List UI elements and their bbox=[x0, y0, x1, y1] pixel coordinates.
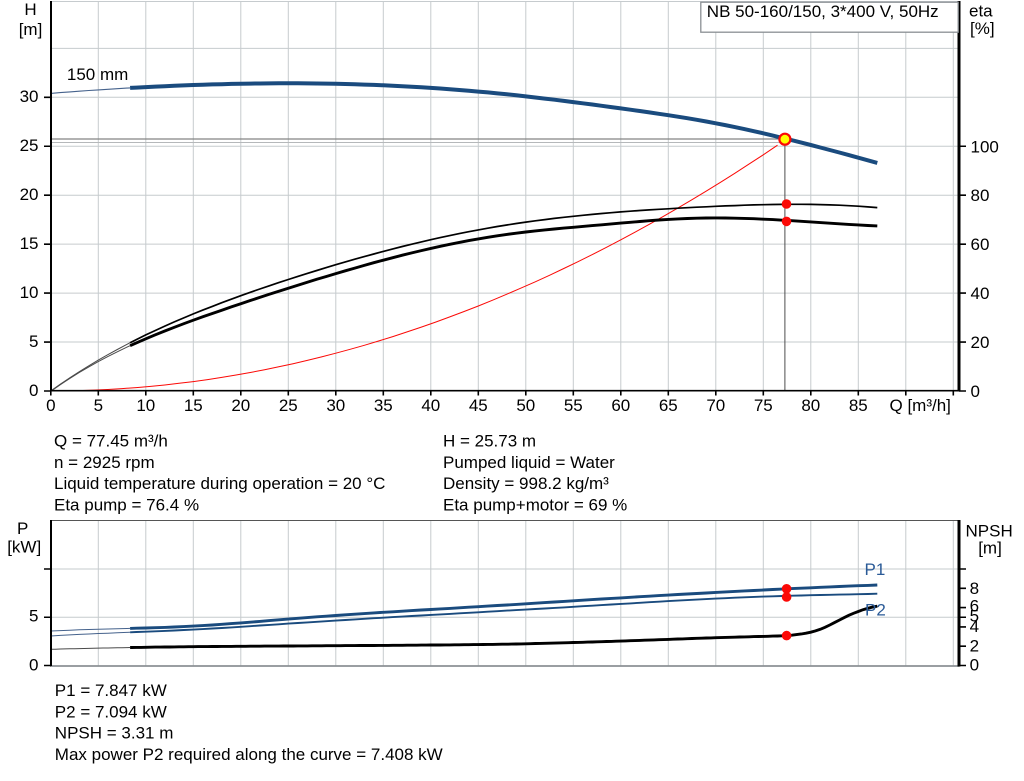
svg-text:5: 5 bbox=[29, 606, 38, 625]
svg-text:[m]: [m] bbox=[19, 20, 43, 39]
svg-text:P2 = 7.094 kW: P2 = 7.094 kW bbox=[55, 702, 167, 721]
svg-text:[%]: [%] bbox=[970, 19, 995, 38]
svg-text:[kW]: [kW] bbox=[7, 537, 41, 556]
svg-text:40: 40 bbox=[421, 396, 440, 415]
svg-text:35: 35 bbox=[374, 396, 393, 415]
svg-text:60: 60 bbox=[611, 396, 630, 415]
svg-text:75: 75 bbox=[754, 396, 773, 415]
svg-text:2: 2 bbox=[970, 636, 979, 655]
svg-text:NB 50-160/150, 3*400 V, 50Hz: NB 50-160/150, 3*400 V, 50Hz bbox=[707, 2, 939, 21]
svg-text:65: 65 bbox=[659, 396, 678, 415]
svg-text:30: 30 bbox=[20, 87, 39, 106]
svg-text:P: P bbox=[17, 519, 28, 538]
svg-text:60: 60 bbox=[971, 235, 990, 254]
svg-text:Eta pump+motor = 69 %: Eta pump+motor = 69 % bbox=[443, 496, 627, 515]
svg-text:NPSH = 3.31 m: NPSH = 3.31 m bbox=[55, 724, 174, 743]
svg-text:70: 70 bbox=[706, 396, 725, 415]
svg-text:0: 0 bbox=[29, 381, 38, 400]
svg-text:Pumped liquid = Water: Pumped liquid = Water bbox=[443, 453, 615, 472]
svg-text:H = 25.73 m: H = 25.73 m bbox=[443, 432, 536, 451]
svg-text:40: 40 bbox=[971, 284, 990, 303]
svg-text:80: 80 bbox=[801, 396, 820, 415]
svg-text:Density = 998.2 kg/m³: Density = 998.2 kg/m³ bbox=[443, 474, 609, 493]
svg-text:20: 20 bbox=[20, 185, 39, 204]
svg-text:H: H bbox=[24, 0, 36, 19]
svg-text:NPSH: NPSH bbox=[966, 522, 1013, 541]
svg-text:P2: P2 bbox=[865, 601, 886, 620]
svg-text:100: 100 bbox=[971, 137, 999, 156]
svg-text:5: 5 bbox=[970, 607, 979, 626]
svg-text:15: 15 bbox=[20, 234, 39, 253]
svg-text:150 mm: 150 mm bbox=[67, 65, 128, 84]
svg-text:P1 = 7.847 kW: P1 = 7.847 kW bbox=[55, 681, 167, 700]
svg-text:n = 2925 rpm: n = 2925 rpm bbox=[54, 453, 155, 472]
svg-text:0: 0 bbox=[970, 656, 979, 675]
svg-text:10: 10 bbox=[136, 396, 155, 415]
svg-text:0: 0 bbox=[971, 382, 980, 401]
svg-text:85: 85 bbox=[849, 396, 868, 415]
svg-text:[m]: [m] bbox=[978, 539, 1002, 558]
svg-text:4: 4 bbox=[970, 617, 979, 636]
svg-text:Q = 77.45 m³/h: Q = 77.45 m³/h bbox=[54, 432, 168, 451]
svg-text:10: 10 bbox=[20, 283, 39, 302]
svg-text:8: 8 bbox=[970, 579, 979, 598]
svg-text:55: 55 bbox=[564, 396, 583, 415]
svg-text:Max power P2 required along th: Max power P2 required along the curve = … bbox=[55, 745, 443, 764]
svg-text:Eta pump = 76.4 %: Eta pump = 76.4 % bbox=[54, 496, 199, 515]
svg-text:eta: eta bbox=[969, 2, 993, 21]
svg-text:Liquid temperature during oper: Liquid temperature during operation = 20… bbox=[54, 474, 385, 493]
svg-text:0: 0 bbox=[29, 656, 38, 675]
svg-text:6: 6 bbox=[970, 597, 979, 616]
svg-text:15: 15 bbox=[184, 396, 203, 415]
svg-text:5: 5 bbox=[29, 332, 38, 351]
svg-text:25: 25 bbox=[279, 396, 298, 415]
svg-text:30: 30 bbox=[326, 396, 345, 415]
svg-text:5: 5 bbox=[94, 396, 103, 415]
svg-text:P1: P1 bbox=[865, 560, 886, 579]
svg-text:0: 0 bbox=[46, 396, 55, 415]
svg-text:80: 80 bbox=[971, 186, 990, 205]
svg-text:25: 25 bbox=[20, 136, 39, 155]
svg-text:50: 50 bbox=[516, 396, 535, 415]
svg-text:20: 20 bbox=[231, 396, 250, 415]
svg-text:20: 20 bbox=[971, 333, 990, 352]
svg-text:45: 45 bbox=[469, 396, 488, 415]
svg-text:Q [m³/h]: Q [m³/h] bbox=[890, 396, 951, 415]
